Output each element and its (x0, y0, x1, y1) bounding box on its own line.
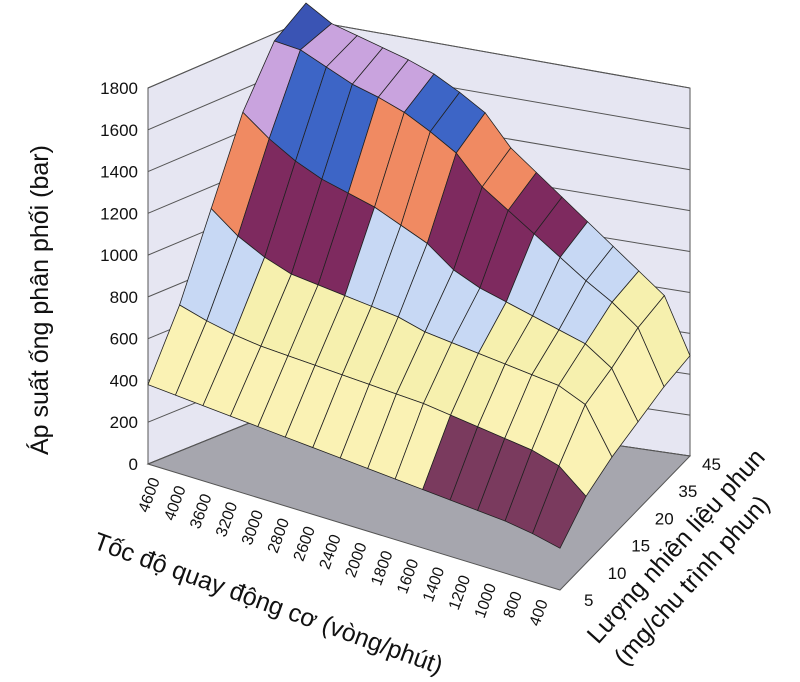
x-tick-label: 4000 (161, 484, 189, 523)
x-tick-label: 1600 (394, 557, 422, 596)
z-tick-label: 400 (110, 371, 138, 390)
z-tick-label: 0 (129, 455, 138, 474)
z-tick-label: 1000 (100, 246, 138, 265)
x-tick-label: 2800 (265, 516, 293, 555)
x-tick-label: 1400 (420, 565, 448, 604)
z-tick-label: 1400 (100, 163, 138, 182)
y-tick-label: 20 (655, 509, 674, 528)
x-tick-label: 3000 (239, 508, 267, 547)
x-tick-label: 400 (527, 597, 552, 628)
x-tick-label: 1800 (368, 549, 396, 588)
x-tick-label: 1000 (472, 581, 500, 620)
z-axis-ticks: 0 200 400 600 800 1000 1200 1400 1600 1800 (100, 79, 138, 474)
x-tick-label: 3600 (187, 492, 215, 531)
x-tick-label: 2000 (343, 541, 371, 580)
z-tick-label: 600 (110, 330, 138, 349)
x-tick-label: 3200 (213, 500, 241, 539)
x-tick-label: 4600 (136, 475, 164, 514)
surface-patch (532, 465, 587, 549)
gridline-right (305, 19, 691, 89)
z-tick-label: 1200 (100, 204, 138, 223)
y-tick-label: 15 (631, 537, 650, 556)
z-tick-label: 1800 (100, 79, 138, 98)
x-tick-label: 1200 (446, 573, 474, 612)
y-tick-label: 10 (608, 564, 627, 583)
gridline-left (147, 19, 307, 89)
pressure-surface (147, 2, 691, 549)
z-tick-label: 200 (110, 413, 138, 432)
z-tick-label: 800 (110, 288, 138, 307)
z-tick-label: 1600 (100, 121, 138, 140)
x-tick-label: 800 (501, 589, 526, 620)
x-tick-label: 2600 (291, 524, 319, 563)
y-tick-label: 45 (702, 455, 721, 474)
y-tick-label: 5 (584, 591, 593, 610)
x-tick-label: 2400 (317, 532, 345, 571)
z-axis-title: Áp suất ống phân phối (bar) (25, 145, 54, 455)
y-tick-label: 35 (678, 482, 697, 501)
